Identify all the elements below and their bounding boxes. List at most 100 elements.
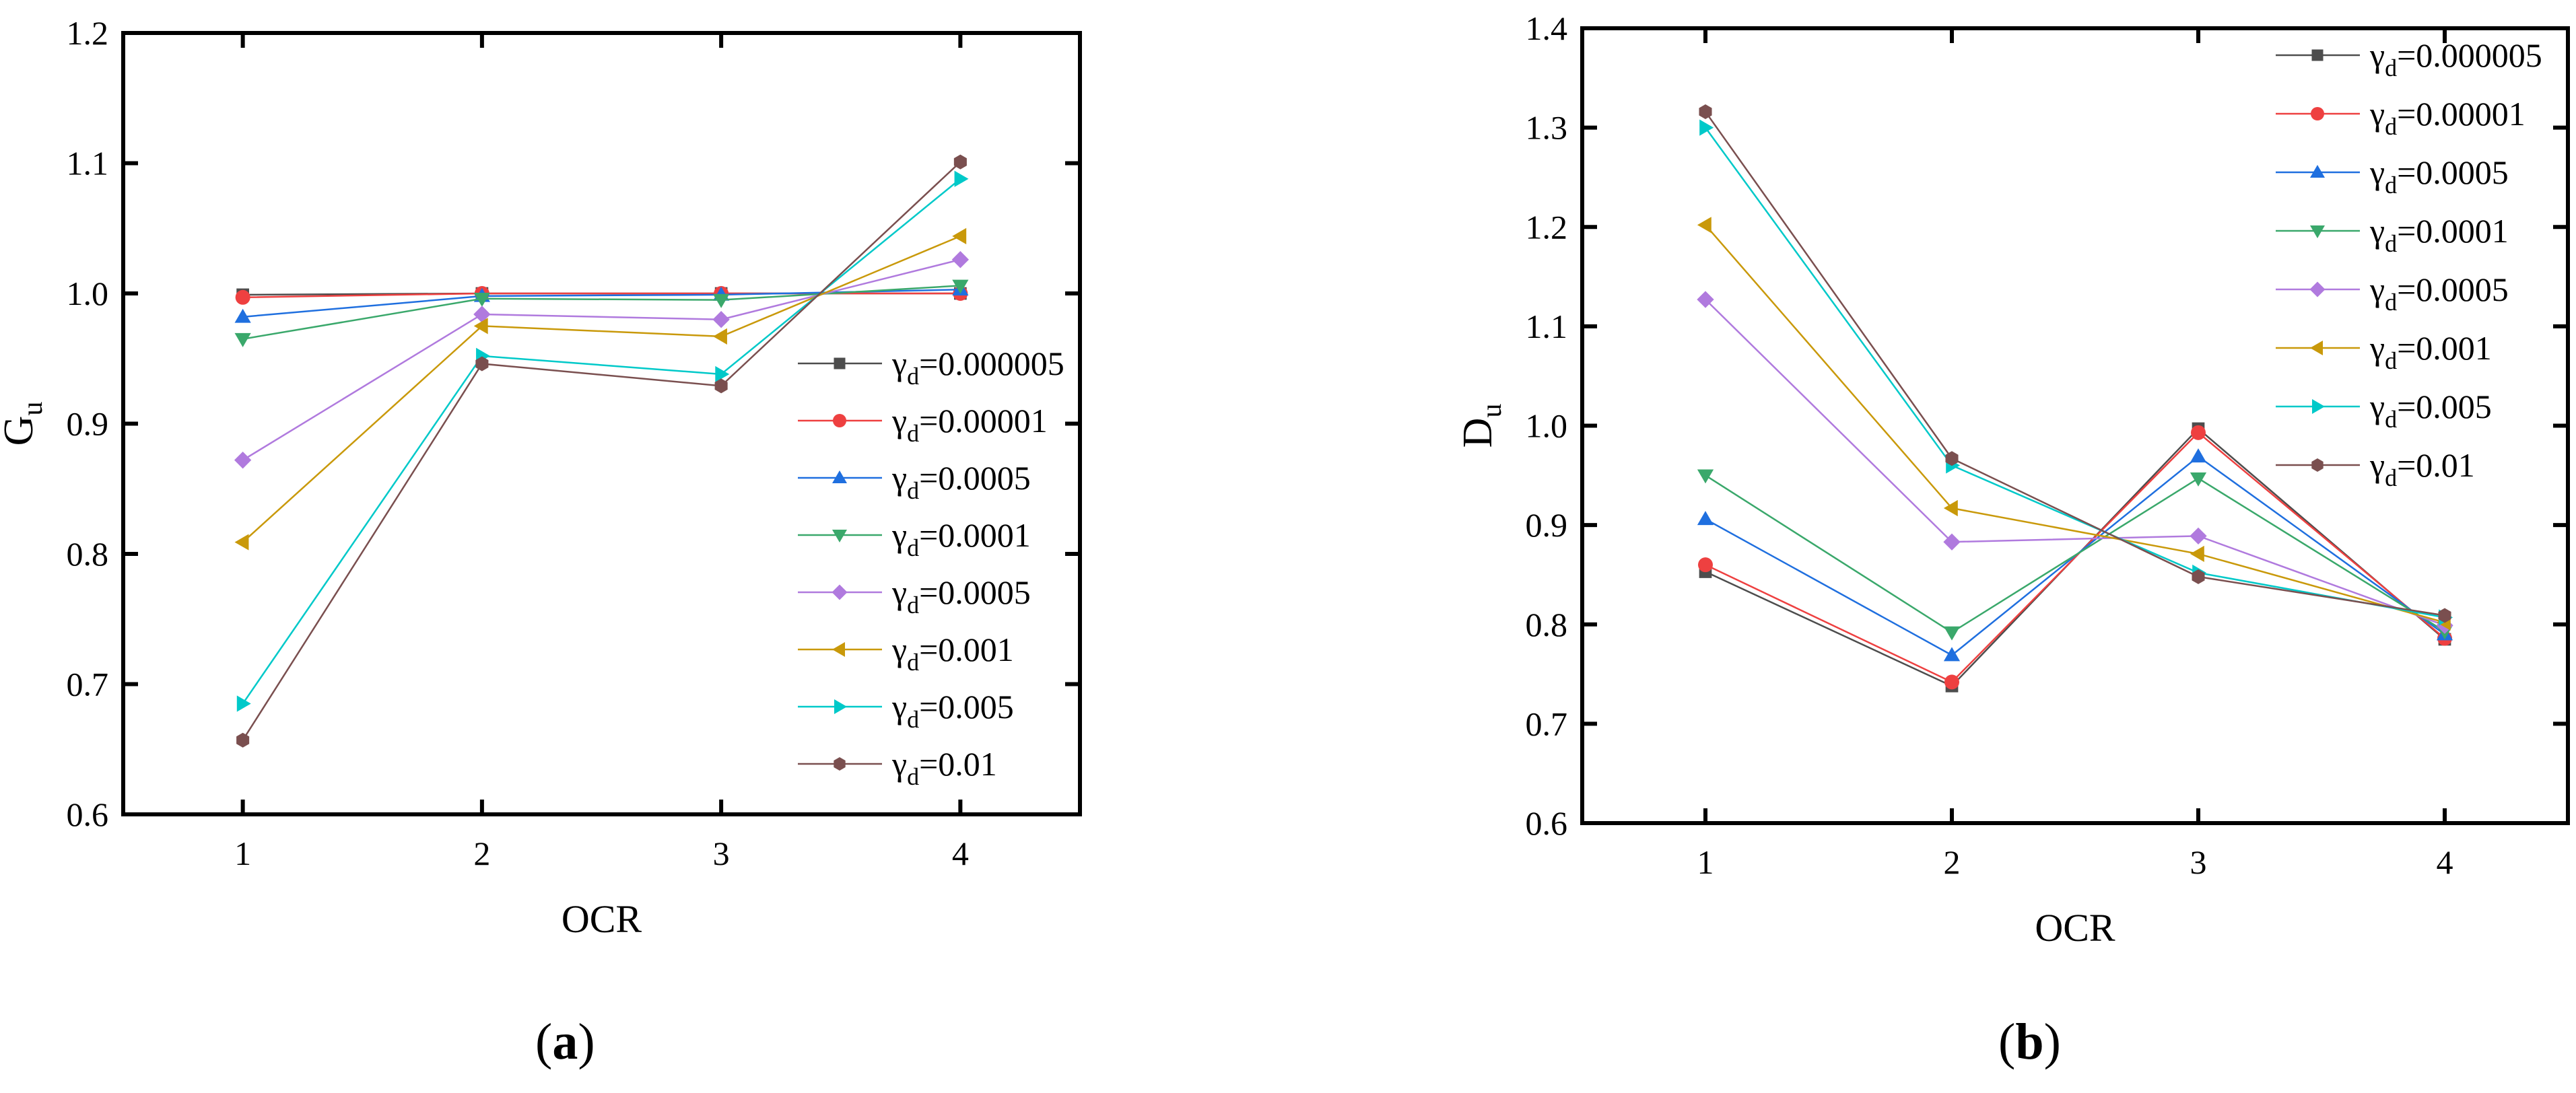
y-tick-label: 1.1	[1526, 308, 1568, 345]
legend: γd=0.000005 γd=0.00001 γd=0.0005 γd=0.0001 γ…	[2276, 36, 2542, 491]
legend-item: γd=0.0005	[798, 573, 1031, 619]
data-point-hexagon-icon	[236, 732, 250, 748]
series-line	[242, 178, 961, 705]
series-group	[234, 154, 970, 748]
y-tick-label: 0.6	[67, 796, 109, 833]
legend-item: γd=0.00001	[798, 402, 1048, 447]
data-point-triangle-up-icon	[234, 308, 251, 323]
data-point-triangle-left-icon	[1943, 499, 1958, 517]
legend-triangle-right-icon	[2312, 399, 2325, 414]
paren-open: (	[535, 1014, 553, 1070]
series-7	[236, 170, 969, 712]
y-tick-label: 1.4	[1526, 9, 1568, 47]
paren-close: )	[578, 1014, 595, 1070]
y-tick-label: 1.2	[1526, 208, 1568, 246]
y-tick-label: 0.7	[1526, 705, 1568, 742]
data-point-triangle-down-icon	[952, 279, 969, 294]
series-5	[1697, 291, 2453, 634]
data-point-diamond-icon	[1697, 291, 1714, 308]
legend-item: γd=0.001	[798, 631, 1014, 676]
x-axis: 1 2 3 4	[1697, 28, 2453, 881]
legend-triangle-down-icon	[832, 530, 847, 542]
legend-square-icon	[834, 357, 846, 369]
x-tick-label: 4	[2437, 843, 2453, 881]
data-point-circle-icon	[1944, 674, 1959, 690]
y-tick-label: 0.8	[67, 535, 109, 573]
series-8	[1699, 104, 2451, 623]
legend-hexagon-icon	[834, 757, 846, 771]
legend-triangle-up-icon	[2310, 165, 2325, 178]
y-axis-label: Gu	[0, 402, 48, 446]
legend-diamond-icon	[2309, 281, 2326, 297]
y-tick-label: 1.1	[67, 145, 109, 182]
data-point-triangle-down-icon	[234, 332, 251, 347]
data-point-circle-icon	[1698, 557, 1713, 573]
legend-item: γd=0.00001	[2276, 95, 2526, 140]
legend-circle-icon	[2311, 107, 2324, 120]
chart-a-gu-vs-ocr: 0.6 0.7 0.8 0.9 1.0 1.1 1.2 1 2 3 4 OCR Gu γd=0.00000…	[0, 14, 1082, 941]
legend-item: γd=0.0001	[798, 516, 1031, 561]
legend-label: γd=0.001	[2369, 329, 2492, 374]
x-tick-label: 1	[234, 835, 251, 872]
data-point-triangle-up-icon	[1943, 647, 1961, 662]
data-point-triangle-left-icon	[952, 227, 967, 244]
series-line	[1704, 127, 2445, 619]
series-line	[1705, 431, 2445, 683]
legend-diamond-icon	[832, 584, 848, 600]
data-point-triangle-up-icon	[2190, 448, 2207, 463]
legend-item: γd=0.000005	[798, 345, 1064, 390]
data-point-diamond-icon	[473, 306, 491, 323]
data-point-circle-icon	[2191, 425, 2206, 440]
legend-label: γd=0.0005	[2369, 153, 2509, 199]
legend-triangle-left-icon	[832, 642, 845, 657]
y-tick-label: 1.2	[67, 14, 109, 52]
data-point-triangle-right-icon	[954, 170, 969, 187]
series-5	[234, 251, 970, 469]
data-point-triangle-down-icon	[713, 293, 730, 308]
legend-item: γd=0.001	[2276, 329, 2492, 374]
paren-open: (	[1998, 1014, 2016, 1070]
y-tick-label: 1.0	[67, 275, 109, 312]
y-axis: 0.6 0.7 0.8 0.9 1.0 1.1 1.2 1.3 1.4	[1526, 9, 2568, 842]
series-line	[242, 285, 961, 340]
data-point-diamond-icon	[234, 452, 252, 469]
x-axis-label: OCR	[2035, 906, 2115, 950]
data-point-triangle-right-icon	[236, 695, 251, 712]
y-tick-label: 1.0	[1526, 407, 1568, 445]
data-point-hexagon-icon	[1699, 104, 1712, 120]
data-point-circle-icon	[235, 289, 250, 305]
series-line	[242, 258, 961, 461]
data-point-triangle-down-icon	[2190, 472, 2207, 487]
legend: γd=0.000005 γd=0.00001 γd=0.0005 γd=0.0001 γ…	[798, 345, 1064, 790]
legend-item: γd=0.0005	[2276, 271, 2509, 316]
x-tick-label: 3	[713, 835, 730, 872]
legend-label: γd=0.01	[891, 745, 997, 790]
x-axis: 1 2 3 4	[234, 33, 969, 872]
series-8	[236, 154, 967, 748]
legend-item: γd=0.0001	[2276, 212, 2509, 257]
y-tick-label: 0.7	[67, 666, 109, 703]
data-point-triangle-left-icon	[713, 328, 727, 345]
y-axis-label: Du	[1455, 404, 1507, 448]
panel-label-a: (a)	[535, 1013, 595, 1071]
legend-label: γd=0.005	[2369, 388, 2492, 433]
y-tick-label: 0.6	[1526, 804, 1568, 842]
y-axis: 0.6 0.7 0.8 0.9 1.0 1.1 1.2	[67, 14, 1080, 833]
data-point-triangle-up-icon	[1697, 511, 1714, 526]
legend-triangle-down-icon	[2310, 225, 2325, 238]
data-point-triangle-left-icon	[473, 318, 488, 334]
series-group	[1697, 104, 2453, 693]
series-line	[242, 161, 961, 741]
data-point-triangle-right-icon	[1699, 119, 1714, 136]
legend-item: γd=0.0005	[2276, 153, 2509, 199]
legend-hexagon-icon	[2311, 458, 2324, 472]
legend-triangle-up-icon	[832, 470, 847, 483]
y-tick-label: 1.3	[1526, 109, 1568, 147]
data-point-hexagon-icon	[1945, 451, 1959, 466]
legend-circle-icon	[833, 414, 846, 427]
legend-label: γd=0.0005	[891, 573, 1031, 619]
paren-close: )	[2043, 1014, 2061, 1070]
series-4	[234, 279, 969, 347]
legend-label: γd=0.001	[891, 631, 1014, 676]
